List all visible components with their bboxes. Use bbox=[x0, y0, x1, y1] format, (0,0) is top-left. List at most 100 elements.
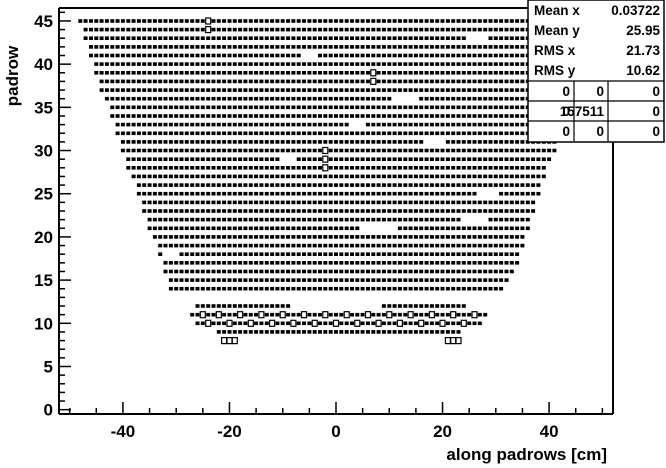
data-point bbox=[302, 131, 306, 136]
data-point bbox=[275, 191, 280, 196]
data-point bbox=[136, 183, 141, 187]
data-point bbox=[515, 209, 520, 213]
data-point bbox=[445, 96, 450, 101]
data-point bbox=[328, 157, 333, 161]
data-point bbox=[200, 217, 205, 222]
data-point bbox=[243, 321, 248, 326]
data-point bbox=[296, 174, 301, 179]
data-point bbox=[259, 140, 264, 144]
data-point bbox=[179, 131, 184, 136]
data-point bbox=[142, 45, 147, 49]
data-point bbox=[467, 269, 472, 274]
data-point bbox=[104, 36, 109, 40]
data-point bbox=[168, 88, 173, 92]
data-point bbox=[520, 166, 525, 170]
data-point bbox=[493, 131, 498, 136]
data-point bbox=[227, 27, 232, 32]
data-point bbox=[392, 36, 397, 40]
data-point bbox=[392, 312, 397, 317]
data-point bbox=[440, 148, 445, 153]
data-point bbox=[296, 27, 301, 32]
data-point bbox=[531, 174, 536, 179]
data-point bbox=[520, 114, 525, 118]
data-point bbox=[227, 114, 232, 118]
data-point bbox=[270, 62, 275, 66]
data-point bbox=[413, 200, 418, 205]
data-point bbox=[270, 278, 275, 282]
data-point bbox=[328, 226, 333, 231]
data-point bbox=[307, 27, 312, 32]
data-point bbox=[142, 53, 147, 58]
data-point bbox=[94, 62, 99, 66]
data-point bbox=[381, 88, 386, 92]
data-point bbox=[307, 140, 312, 144]
data-point bbox=[318, 96, 322, 101]
data-point bbox=[461, 235, 466, 239]
data-point bbox=[525, 209, 530, 213]
data-point bbox=[323, 252, 328, 256]
data-point bbox=[397, 183, 402, 187]
data-point bbox=[392, 183, 397, 187]
data-point bbox=[440, 226, 445, 231]
data-point bbox=[280, 200, 285, 205]
data-point bbox=[381, 45, 386, 49]
data-point bbox=[424, 36, 429, 40]
data-point bbox=[211, 286, 216, 291]
data-point bbox=[270, 166, 275, 170]
data-point bbox=[381, 122, 386, 127]
data-point bbox=[509, 209, 514, 213]
data-point bbox=[483, 269, 488, 274]
data-point bbox=[296, 96, 301, 101]
data-point bbox=[323, 243, 328, 248]
data-point bbox=[472, 269, 477, 274]
data-point bbox=[307, 269, 312, 274]
data-point bbox=[451, 191, 456, 196]
data-point bbox=[392, 174, 397, 179]
data-point bbox=[323, 88, 328, 92]
data-point bbox=[206, 304, 211, 308]
data-point bbox=[259, 200, 264, 205]
data-point bbox=[493, 200, 498, 205]
data-point bbox=[163, 174, 168, 179]
data-point bbox=[179, 45, 184, 49]
data-point bbox=[291, 19, 296, 23]
data-point bbox=[152, 226, 157, 231]
data-point-hollow bbox=[279, 311, 286, 319]
data-point bbox=[483, 53, 488, 58]
data-point bbox=[355, 36, 360, 40]
data-point bbox=[296, 148, 301, 153]
data-point bbox=[206, 286, 211, 291]
data-point bbox=[270, 88, 275, 92]
data-point bbox=[216, 114, 221, 118]
data-point bbox=[483, 209, 488, 213]
data-point bbox=[435, 62, 440, 66]
data-point bbox=[419, 131, 424, 136]
data-point bbox=[259, 131, 264, 136]
data-point bbox=[163, 191, 168, 196]
data-point bbox=[504, 114, 509, 118]
data-point bbox=[509, 269, 514, 274]
data-point bbox=[419, 269, 424, 274]
data-point bbox=[334, 157, 338, 161]
data-point bbox=[344, 122, 349, 127]
data-point bbox=[270, 312, 275, 317]
data-point bbox=[424, 45, 429, 49]
data-point bbox=[435, 200, 440, 205]
data-point bbox=[222, 157, 227, 161]
data-point bbox=[397, 19, 402, 23]
data-point bbox=[371, 330, 376, 334]
data-point bbox=[323, 209, 328, 213]
data-point bbox=[126, 105, 131, 110]
data-point bbox=[360, 235, 365, 239]
data-point bbox=[158, 183, 163, 187]
data-point bbox=[339, 27, 344, 32]
data-point bbox=[291, 330, 296, 334]
data-point bbox=[147, 36, 152, 40]
data-point bbox=[286, 79, 291, 84]
data-point bbox=[456, 114, 461, 118]
data-point bbox=[371, 157, 376, 161]
data-point bbox=[243, 252, 248, 256]
data-point bbox=[174, 114, 179, 118]
stats-grid-cell: 0 bbox=[562, 124, 570, 139]
data-point bbox=[419, 183, 424, 187]
